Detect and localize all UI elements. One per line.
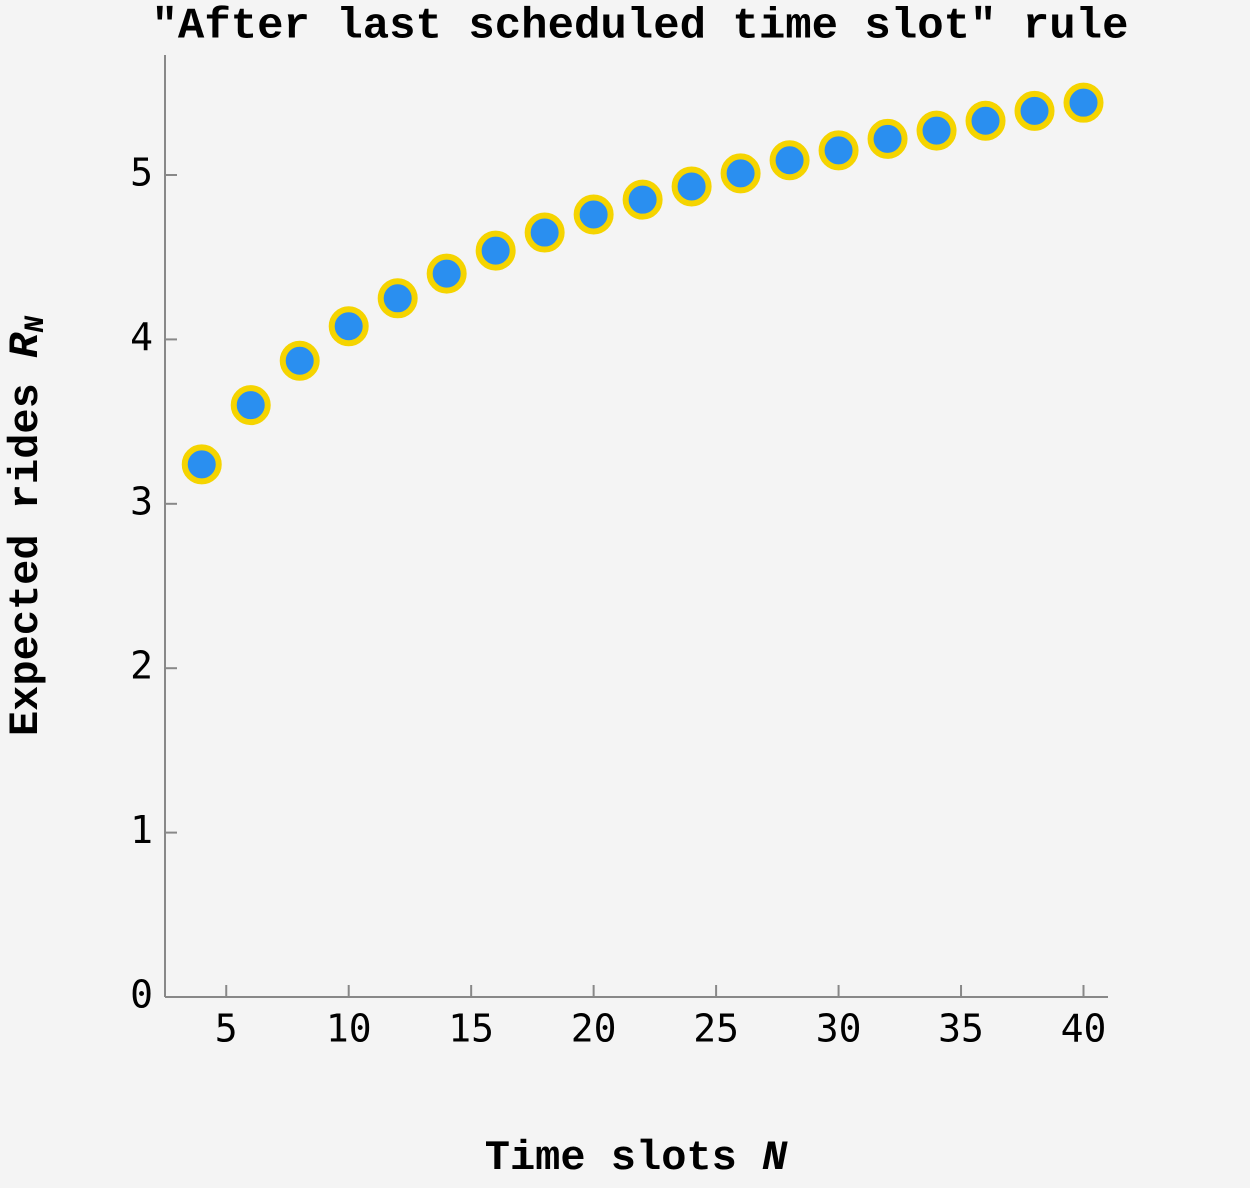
point: [769, 140, 810, 181]
point: [181, 444, 222, 485]
point: [573, 194, 614, 235]
point: [720, 153, 761, 194]
x-tick-label: 40: [1061, 1007, 1107, 1051]
point: [1063, 82, 1104, 123]
point: [965, 100, 1006, 141]
y-axis-label-var: R: [2, 332, 50, 358]
x-tick-label: 5: [215, 1007, 238, 1051]
x-axis-label: Time slots N: [485, 1134, 788, 1182]
point: [867, 118, 908, 159]
y-axis-label-text: Expected rides: [2, 358, 50, 736]
point: [524, 212, 565, 253]
x-axis-label-var: N: [762, 1134, 788, 1182]
x-axis-label-text: Time slots: [485, 1134, 762, 1182]
y-tick-label: 5: [130, 151, 153, 195]
point: [1014, 90, 1055, 131]
y-tick-label: 0: [130, 973, 153, 1017]
x-tick-label: 20: [571, 1007, 617, 1051]
y-axis-label: Expected rides RN: [2, 315, 52, 736]
point: [230, 385, 271, 426]
x-tick-label: 10: [326, 1007, 372, 1051]
x-tick-label: 30: [816, 1007, 862, 1051]
y-tick-label: 2: [130, 644, 153, 688]
y-tick-label: 3: [130, 479, 153, 523]
point: [377, 278, 418, 319]
point: [916, 110, 957, 151]
point: [818, 130, 859, 171]
y-axis-label-sub: N: [21, 315, 52, 333]
point: [328, 306, 369, 347]
point: [475, 230, 516, 271]
chart-title: "After last scheduled time slot" rule: [152, 2, 1129, 52]
point: [279, 340, 320, 381]
x-tick-label: 25: [693, 1007, 739, 1051]
x-tick-label: 35: [938, 1007, 984, 1051]
point: [622, 179, 663, 220]
x-tick-label: 15: [448, 1007, 494, 1051]
point: [671, 166, 712, 207]
y-tick-label: 4: [130, 315, 153, 359]
point: [426, 253, 467, 294]
y-tick-label: 1: [130, 808, 153, 852]
